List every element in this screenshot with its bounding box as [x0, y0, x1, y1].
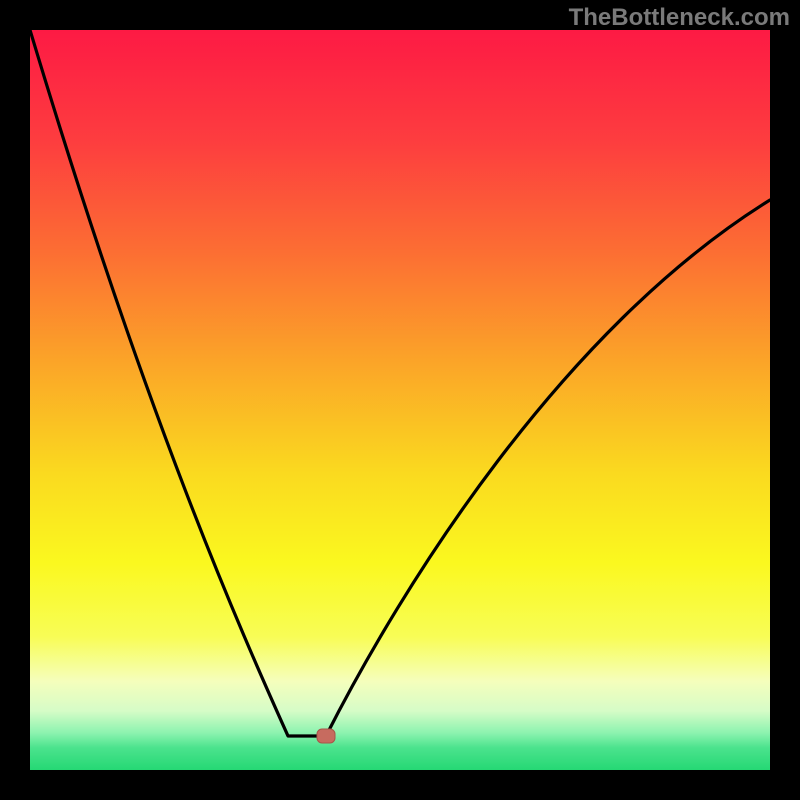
- chart-gradient-background: [30, 30, 770, 770]
- bottleneck-curve-chart: [0, 0, 800, 800]
- optimal-point-marker: [317, 729, 335, 743]
- chart-container: TheBottleneck.com: [0, 0, 800, 800]
- watermark-text: TheBottleneck.com: [569, 4, 790, 32]
